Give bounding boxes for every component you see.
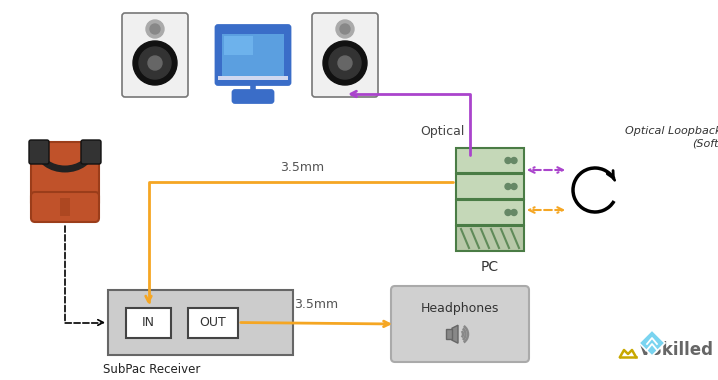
Text: 3.5mm: 3.5mm <box>280 161 325 174</box>
FancyBboxPatch shape <box>456 148 524 173</box>
FancyBboxPatch shape <box>108 290 293 355</box>
FancyBboxPatch shape <box>29 140 49 164</box>
Text: Optical Loopback to Stereo Output
(Software): Optical Loopback to Stereo Output (Softw… <box>625 127 718 148</box>
Circle shape <box>336 20 354 38</box>
Circle shape <box>338 56 352 70</box>
Circle shape <box>323 41 367 85</box>
Circle shape <box>133 41 177 85</box>
Circle shape <box>505 209 511 215</box>
FancyBboxPatch shape <box>456 174 524 199</box>
Circle shape <box>146 20 164 38</box>
Circle shape <box>505 157 511 163</box>
Text: vSkilled: vSkilled <box>640 341 714 359</box>
FancyBboxPatch shape <box>216 25 290 84</box>
FancyBboxPatch shape <box>391 286 529 362</box>
FancyBboxPatch shape <box>456 226 524 251</box>
Circle shape <box>329 47 361 79</box>
Text: OUT: OUT <box>200 316 226 329</box>
FancyBboxPatch shape <box>188 307 238 337</box>
FancyBboxPatch shape <box>60 198 70 216</box>
Circle shape <box>150 24 160 34</box>
FancyBboxPatch shape <box>312 13 378 97</box>
Text: IN: IN <box>142 316 155 329</box>
FancyBboxPatch shape <box>446 329 452 339</box>
Text: Headphones: Headphones <box>421 302 499 315</box>
Circle shape <box>511 209 517 215</box>
Text: Optical: Optical <box>421 125 465 138</box>
Text: SubPac Receiver: SubPac Receiver <box>103 363 200 376</box>
Circle shape <box>505 184 511 190</box>
FancyBboxPatch shape <box>222 34 284 76</box>
FancyBboxPatch shape <box>233 90 273 103</box>
FancyBboxPatch shape <box>126 307 171 337</box>
FancyBboxPatch shape <box>224 36 253 55</box>
FancyBboxPatch shape <box>31 142 99 209</box>
FancyBboxPatch shape <box>218 76 288 80</box>
FancyBboxPatch shape <box>456 200 524 225</box>
Circle shape <box>511 157 517 163</box>
Circle shape <box>139 47 171 79</box>
Text: PC: PC <box>481 260 499 274</box>
Polygon shape <box>452 325 458 343</box>
Polygon shape <box>639 330 665 356</box>
FancyBboxPatch shape <box>31 192 99 222</box>
Circle shape <box>511 184 517 190</box>
Text: 3.5mm: 3.5mm <box>294 298 339 310</box>
Circle shape <box>340 24 350 34</box>
FancyBboxPatch shape <box>122 13 188 97</box>
FancyBboxPatch shape <box>81 140 101 164</box>
Circle shape <box>148 56 162 70</box>
